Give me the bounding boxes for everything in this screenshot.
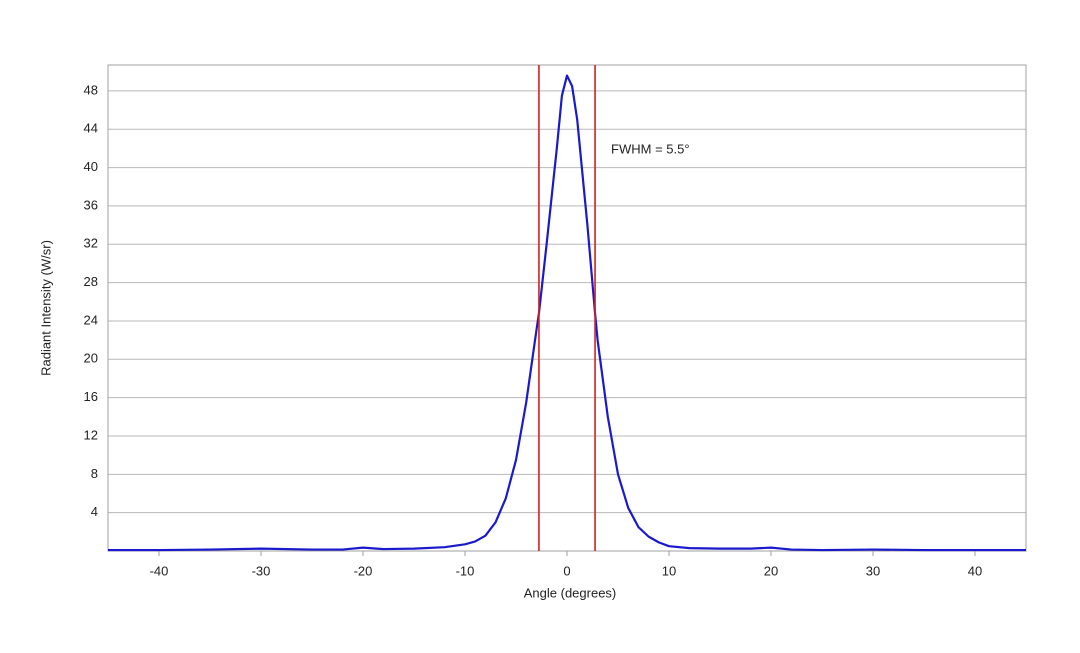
y-tick-label: 8: [91, 466, 98, 481]
x-tick-label: 20: [764, 563, 778, 578]
x-tick-label: -30: [252, 563, 271, 578]
x-tick-label: -20: [354, 563, 373, 578]
x-tick-label: 10: [662, 563, 676, 578]
x-tick-label: -40: [150, 563, 169, 578]
x-tick-label: 40: [968, 563, 982, 578]
y-tick-label: 28: [84, 274, 98, 289]
annotation: FWHM = 5.5°: [611, 141, 690, 156]
x-tick-label: -10: [456, 563, 475, 578]
y-tick-label: 24: [84, 312, 98, 327]
data-line: [108, 74, 1026, 552]
y-tick-label: 20: [84, 351, 98, 366]
y-tick-label: 16: [84, 389, 98, 404]
plot-border: [107, 64, 1027, 552]
y-tick-label: 32: [84, 236, 98, 251]
y-tick-label: 36: [84, 197, 98, 212]
x-axis-label: Angle (degrees): [524, 585, 617, 600]
y-tick-label: 40: [84, 159, 98, 174]
y-axis-label: Radiant Intensity (W/sr): [38, 240, 53, 376]
x-tick-label: 30: [866, 563, 880, 578]
y-tick-label: 12: [84, 427, 98, 442]
y-tick-label: 44: [84, 121, 98, 136]
y-tick-label: 48: [84, 82, 98, 97]
x-tick-label: 0: [563, 563, 570, 578]
y-tick-label: 4: [91, 504, 98, 519]
